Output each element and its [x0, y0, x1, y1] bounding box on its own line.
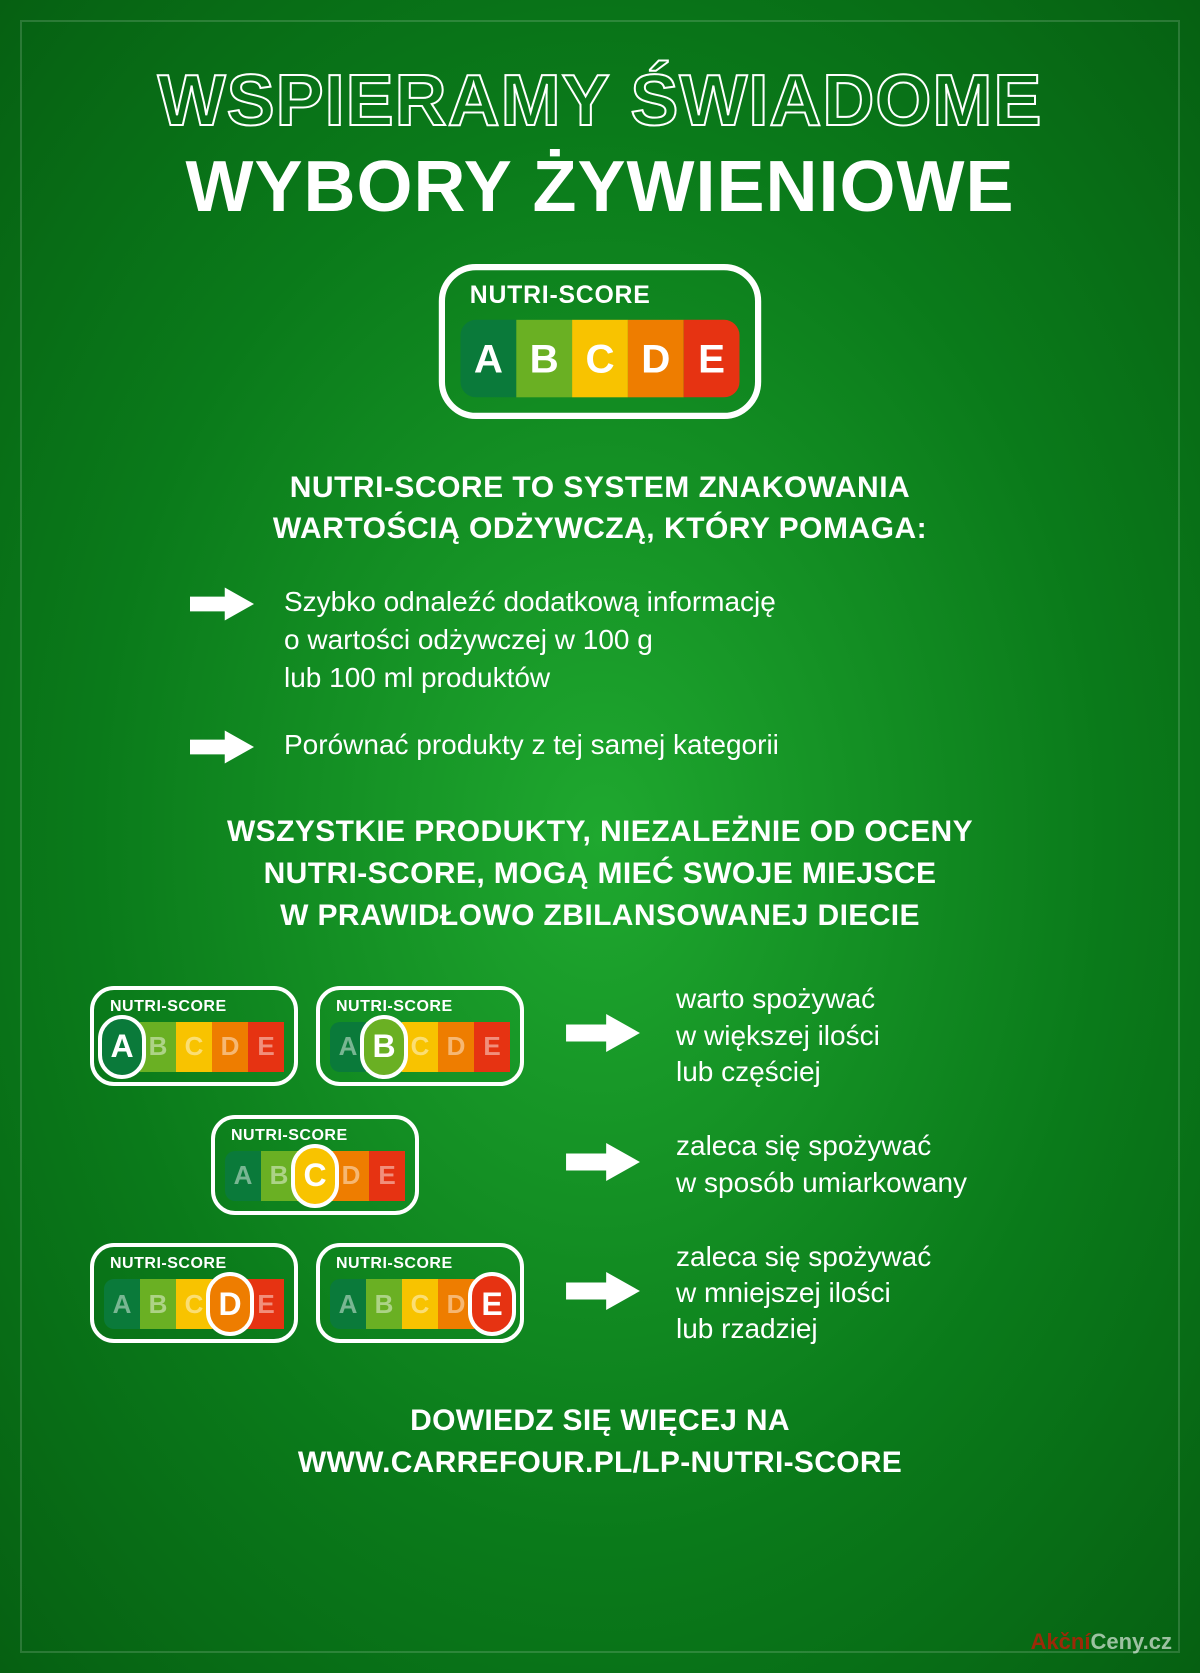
ns-cell-d: D	[212, 1022, 248, 1072]
title-line-1: WSPIERAMY ŚWIADOME	[60, 60, 1140, 142]
ns-cell-e: E	[474, 1022, 510, 1072]
nutriscore-bar: ABCDE	[330, 1279, 510, 1329]
ns-cell-d: D	[628, 320, 684, 398]
ns-cell-b: B	[516, 320, 572, 398]
ns-highlight-c: C	[291, 1144, 339, 1208]
category-row: NUTRI-SCORE ABDEC zaleca się spożywaćw s…	[90, 1115, 1100, 1215]
arrow-icon	[566, 1143, 640, 1181]
ns-cell-e: E	[248, 1022, 284, 1072]
ns-cell-a: A	[104, 1279, 140, 1329]
nutriscore-badge: NUTRI-SCORE ABCDE	[316, 1243, 524, 1343]
badge-pair: NUTRI-SCORE ABCED NUTRI-SCORE ABCDE	[90, 1243, 540, 1343]
nutriscore-badge: NUTRI-SCORE ABDEC	[211, 1115, 419, 1215]
arrow-icon	[566, 1014, 640, 1052]
ns-cell-b: B	[366, 1279, 402, 1329]
ns-cell-a: A	[461, 320, 517, 398]
nutriscore-label: NUTRI-SCORE	[336, 998, 510, 1016]
nutriscore-bar: ACDEB	[330, 1022, 510, 1072]
category-text: warto spożywaćw większej ilościlub częśc…	[676, 981, 880, 1090]
ns-cell-e: E	[369, 1151, 405, 1201]
ns-highlight-d: D	[206, 1272, 254, 1336]
arrow-icon	[566, 1272, 640, 1310]
ns-cell-c: C	[402, 1279, 438, 1329]
title-line-2: WYBORY ŻYWIENIOWE	[60, 146, 1140, 228]
nutriscore-badge: NUTRI-SCORE ACDEB	[316, 986, 524, 1086]
ns-cell-a: A	[330, 1279, 366, 1329]
nutriscore-bar: BCDEA	[104, 1022, 284, 1072]
ns-cell-d: D	[438, 1022, 474, 1072]
nutriscore-bar: ABCED	[104, 1279, 284, 1329]
nutriscore-badge: NUTRI-SCORE BCDEA	[90, 986, 298, 1086]
ns-cell-a: A	[225, 1151, 261, 1201]
category-text: zaleca się spożywaćw mniejszej ilościlub…	[676, 1239, 931, 1348]
intro-text: NUTRI-SCORE TO SYSTEM ZNAKOWANIAWARTOŚCI…	[60, 468, 1140, 549]
watermark-part2: Ceny.cz	[1090, 1629, 1172, 1654]
badge-pair: NUTRI-SCORE BCDEA NUTRI-SCORE ACDEB	[90, 986, 540, 1086]
ns-cell-e: E	[684, 320, 740, 398]
bullet-text: Porównać produkty z tej samej kategorii	[284, 726, 779, 764]
ns-highlight-a: A	[98, 1015, 146, 1079]
ns-cell-c: C	[176, 1022, 212, 1072]
footer-text: DOWIEDZ SIĘ WIĘCEJ NAWWW.CARREFOUR.PL/LP…	[60, 1400, 1140, 1484]
category-row: NUTRI-SCORE ABCED NUTRI-SCORE ABCDE zale…	[90, 1239, 1100, 1348]
nutriscore-label: NUTRI-SCORE	[231, 1127, 405, 1145]
nutriscore-bar: ABDEC	[225, 1151, 405, 1201]
category-grid: NUTRI-SCORE BCDEA NUTRI-SCORE ACDEB wart…	[60, 981, 1140, 1347]
nutriscore-label: NUTRI-SCORE	[470, 283, 740, 311]
category-row: NUTRI-SCORE BCDEA NUTRI-SCORE ACDEB wart…	[90, 981, 1100, 1090]
ns-highlight-b: B	[360, 1015, 408, 1079]
nutriscore-badge: NUTRI-SCORE ABCED	[90, 1243, 298, 1343]
nutriscore-hero-badge: NUTRI-SCORE ABCDE	[496, 264, 704, 424]
ns-cell-c: C	[572, 320, 628, 398]
bullet-row: Szybko odnaleźć dodatkową informacjęo wa…	[190, 583, 1010, 696]
arrow-icon	[190, 587, 254, 621]
mid-paragraph: WSZYSTKIE PRODUKTY, NIEZALEŻNIE OD OCENY…	[60, 811, 1140, 937]
bullet-row: Porównać produkty z tej samej kategorii	[190, 726, 1010, 769]
arrow-icon	[190, 730, 254, 764]
category-text: zaleca się spożywaćw sposób umiarkowany	[676, 1128, 967, 1201]
nutriscore-badge: NUTRI-SCORE ABCDE	[439, 264, 761, 419]
nutriscore-label: NUTRI-SCORE	[336, 1255, 510, 1273]
ns-cell-b: B	[140, 1279, 176, 1329]
hero-badge-wrap: NUTRI-SCORE ABCDE	[60, 264, 1140, 424]
bullet-list: Szybko odnaleźć dodatkową informacjęo wa…	[190, 583, 1010, 769]
nutriscore-bar: ABCDE	[461, 320, 740, 398]
watermark-part1: Akční	[1031, 1629, 1091, 1654]
ns-highlight-e: E	[468, 1272, 516, 1336]
nutriscore-label: NUTRI-SCORE	[110, 998, 284, 1016]
nutriscore-label: NUTRI-SCORE	[110, 1255, 284, 1273]
watermark: AkčníCeny.cz	[1031, 1629, 1172, 1655]
badge-pair: NUTRI-SCORE ABDEC	[90, 1115, 540, 1215]
bullet-text: Szybko odnaleźć dodatkową informacjęo wa…	[284, 583, 776, 696]
